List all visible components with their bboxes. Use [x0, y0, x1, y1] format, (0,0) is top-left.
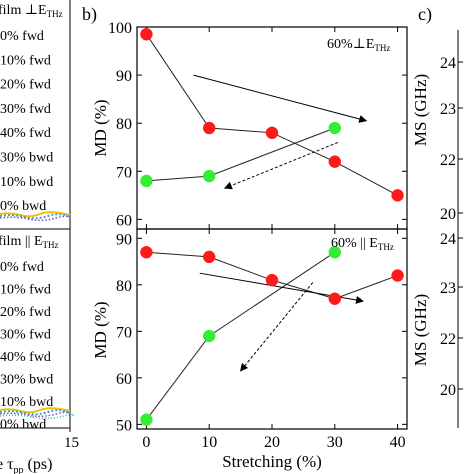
- chart-top-lines: [146, 33, 398, 196]
- ytick-label: 80: [116, 116, 132, 133]
- data-point: [140, 413, 153, 426]
- xtick-label: 40: [390, 434, 406, 451]
- right-panel-ticks: 24 23 22 20 24 23 22 20: [440, 55, 463, 399]
- legend-bottom-entry: 30% fwd: [0, 328, 51, 343]
- chart-bottom-ylabel: MD (%): [91, 301, 110, 358]
- legend-bottom-entry: 40% fwd: [0, 350, 51, 365]
- data-point: [202, 250, 216, 264]
- right-tick-label: 23: [440, 280, 456, 297]
- chart-top-yticks: 60 70 80 90 100: [108, 20, 407, 229]
- legend-top-traces: [0, 211, 71, 222]
- right-tick-label: 20: [440, 206, 456, 223]
- data-point: [202, 121, 216, 135]
- ytick-label: 90: [116, 68, 132, 85]
- legend-top-entry: 30% fwd: [0, 102, 51, 117]
- legend-bottom-title: film || ETHz: [0, 234, 59, 250]
- dashed-arrow: [239, 282, 314, 372]
- ytick-label: 70: [116, 164, 132, 181]
- legend-bottom-entry: 20% fwd: [0, 305, 51, 320]
- xtick-label: 0: [142, 434, 150, 451]
- chart-md-perpendicular: 60 70 80 90 100 60%⊥ETHz MD (%): [91, 20, 408, 230]
- left-panel-xlabel: e τpp (ps): [0, 456, 52, 474]
- data-point: [265, 126, 279, 140]
- panel-label-c: c): [418, 4, 432, 25]
- legend-bottom-entry: 0% fwd: [0, 260, 44, 275]
- data-point: [328, 155, 342, 168]
- data-point: [328, 246, 342, 259]
- ytick-label: 60: [116, 371, 132, 388]
- xtick-label: 30: [327, 434, 343, 451]
- legend-top-entry: 0% bwd: [0, 199, 46, 214]
- right-tick-label: 24: [440, 55, 456, 72]
- xtick-label: 20: [264, 434, 280, 451]
- legend-bottom-entry: 30% bwd: [0, 373, 53, 388]
- series-line-1: [146, 251, 336, 420]
- chart-top-ylabel: MD (%): [91, 99, 110, 156]
- chart-bottom-frame: [136, 228, 408, 430]
- chart-bottom-points: [140, 246, 404, 426]
- legend-bottom-entry: 10% fwd: [0, 283, 51, 298]
- legend-top-entry: 20% fwd: [0, 78, 51, 93]
- series-line-0: [146, 33, 398, 196]
- legend-top-entries: 0% fwd 10% fwd 20% fwd 30% fwd 40% fwd 30% bw…: [0, 29, 53, 214]
- right-tick-label: 23: [440, 101, 456, 118]
- chart-bottom-yticks: 50 60 70 80 90: [116, 231, 407, 434]
- right-panel: 24 23 22 20 24 23 22 20 MS (GHz) MS (GHz): [411, 30, 463, 428]
- left-panel-xtick-label: 15: [64, 435, 79, 451]
- chart-bottom-annotation: 60% || ETHz: [331, 236, 394, 252]
- legend-top-entry: 30% bwd: [0, 151, 53, 166]
- ytick-label: 50: [116, 417, 132, 434]
- ytick-label: 70: [116, 324, 132, 341]
- data-point: [140, 174, 153, 188]
- series-line-1: [146, 127, 335, 182]
- right-tick-label: 22: [440, 152, 456, 169]
- left-panel: film ⊥ETHz 0% fwd 10% fwd 20% fwd 30% fwd 40…: [0, 0, 79, 474]
- right-panel-ylabel-bottom: MS (GHz): [411, 294, 430, 366]
- dashed-arrow: [223, 141, 339, 190]
- panel-label-b: b): [82, 4, 97, 25]
- chart-top-points: [140, 27, 404, 202]
- chart-bottom-xlabel: Stretching (%): [222, 452, 322, 471]
- ytick-label: 90: [116, 231, 132, 248]
- solid-arrow: [193, 74, 368, 123]
- data-point: [391, 189, 404, 202]
- legend-bottom-entry: 0% bwd: [0, 418, 46, 433]
- legend-bottom-traces: [0, 407, 75, 420]
- legend-top-entry: 40% fwd: [0, 126, 51, 141]
- legend-top-entry: 10% fwd: [0, 53, 51, 68]
- data-point: [328, 292, 342, 306]
- right-panel-ylabel-top: MS (GHz): [411, 74, 430, 146]
- data-point: [391, 269, 404, 282]
- data-point: [202, 329, 216, 343]
- chart-top-annotation: 60%⊥ETHz: [327, 37, 390, 53]
- chart-top-arrows: [193, 74, 368, 190]
- ytick-label: 60: [116, 212, 132, 229]
- ytick-label: 100: [108, 20, 132, 37]
- legend-top-entry: 10% bwd: [0, 175, 53, 190]
- data-point: [265, 273, 279, 287]
- legend-bottom-entries: 0% fwd 10% fwd 20% fwd 30% fwd 40% fwd 30% bw…: [0, 260, 53, 433]
- right-tick-label: 20: [440, 382, 456, 399]
- ytick-label: 80: [116, 278, 132, 295]
- xtick-label: 10: [201, 434, 217, 451]
- data-point: [140, 246, 153, 259]
- right-tick-label: 24: [440, 231, 456, 248]
- right-tick-label: 22: [440, 331, 456, 348]
- chart-bottom-xticks: 0 10 20 30 40: [142, 229, 406, 451]
- data-point: [328, 121, 342, 135]
- data-point: [140, 27, 153, 41]
- data-point: [202, 169, 216, 183]
- legend-top-entry: 0% fwd: [0, 29, 44, 44]
- legend-top-title: film ⊥ETHz: [0, 3, 63, 19]
- legend-bottom-entry: 10% bwd: [0, 395, 53, 410]
